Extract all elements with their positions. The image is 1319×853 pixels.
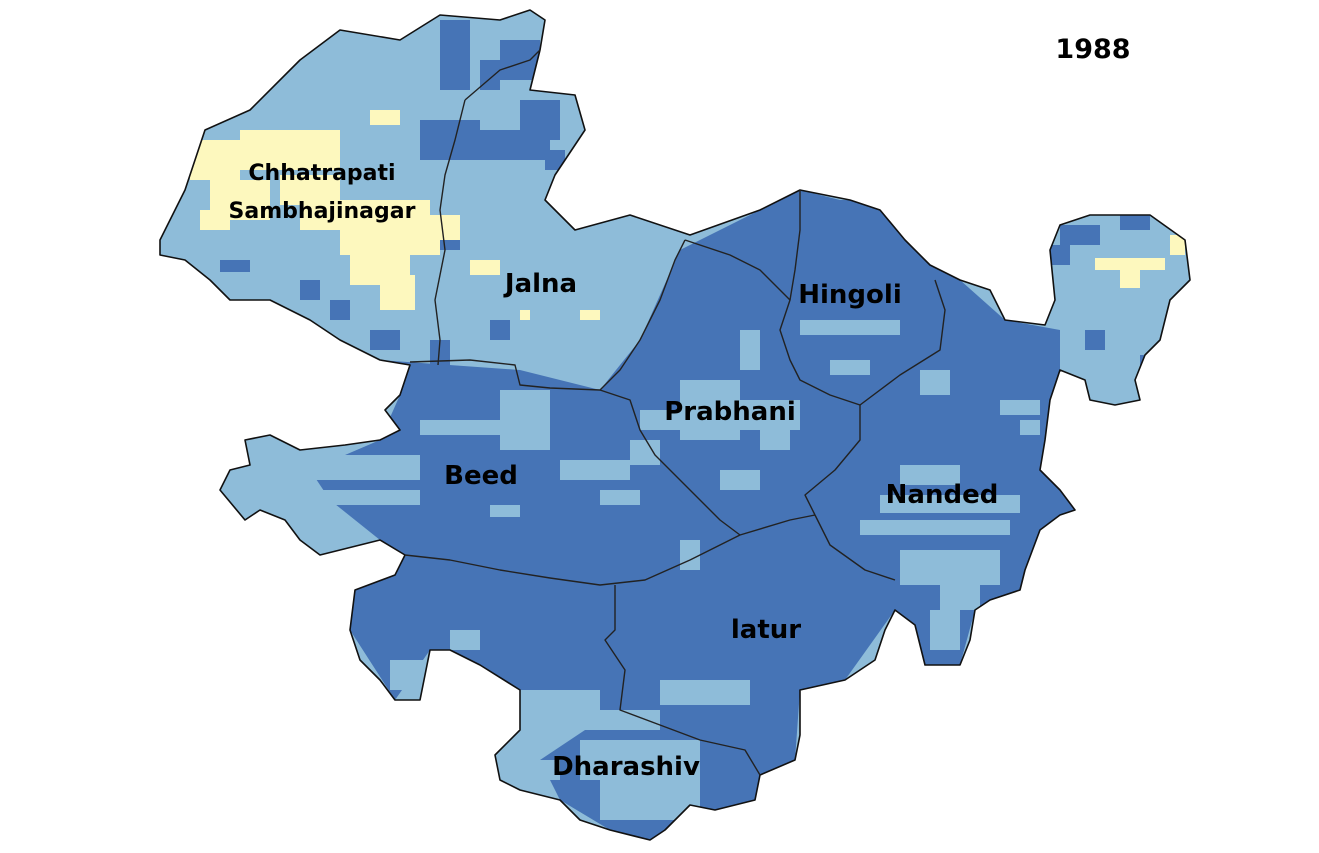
raster-patch-medium-11 [630,440,660,465]
raster-patch-medium-38 [1110,380,1130,405]
raster-patch-low-8 [430,215,460,240]
raster-patch-high-16 [1120,215,1150,230]
raster-patch-medium-35 [720,470,760,490]
raster-patch-low-10 [520,310,530,320]
label-chhatrapati-line1: Chhatrapati [248,161,395,186]
raster-patch-high-20 [490,320,510,340]
district-labels: Chhatrapati Sambhajinagar Jalna Hingoli … [229,161,999,782]
raster-patch-medium-26 [540,690,600,710]
raster-patch-medium-28 [580,740,700,780]
raster-patch-medium-33 [330,540,370,560]
raster-patch-medium-19 [930,610,960,650]
raster-patch-low-9 [470,260,500,275]
raster-patch-high-8 [300,280,320,300]
label-hingoli: Hingoli [798,280,901,310]
raster-patch-high-4 [520,100,560,140]
raster-patch-medium-22 [920,370,950,395]
raster-patch-medium-20 [1020,420,1040,435]
raster-patch-medium-5 [560,460,630,480]
raster-patch-high-6 [480,60,500,90]
raster-patch-medium-23 [760,400,790,450]
raster-patch-medium-16 [860,520,1010,535]
raster-patch-high-0 [440,20,470,90]
raster-patch-low-15 [1120,268,1140,288]
label-nanded: Nanded [886,480,999,510]
raster-patch-high-17 [1085,330,1105,350]
raster-patch-medium-2 [300,455,420,480]
raster-patch-medium-10 [640,410,680,430]
label-jalna: Jalna [503,269,577,299]
raster-patch-medium-29 [600,780,700,820]
raster-patch-medium-25 [660,680,750,705]
raster-patch-medium-17 [900,550,1000,585]
raster-patch-low-13 [200,210,230,230]
raster-patch-low-11 [580,310,600,320]
raster-patch-medium-30 [520,760,560,780]
raster-patch-medium-3 [280,490,420,505]
label-chhatrapati-line2: Sambhajinagar [229,199,416,224]
label-prabhani: Prabhani [664,397,796,427]
raster-patch-low-16 [1170,235,1185,255]
raster-patch-medium-7 [490,505,520,517]
raster-patch-low-5 [340,225,440,255]
raster-patch-high-14 [1060,225,1100,245]
district-borders [404,49,946,776]
raster-patch-low-14 [1095,258,1165,270]
raster-patch-medium-6 [600,490,640,505]
raster-patch-high-9 [330,300,350,320]
raster-patch-medium-34 [680,540,700,570]
raster-patch-high-11 [430,340,450,370]
raster-patch-medium-24 [740,330,760,370]
raster-patch-high-15 [1050,245,1070,265]
raster-patch-medium-1 [420,420,510,435]
raster-patch-medium-12 [800,320,900,335]
raster-patch-medium-4 [240,470,300,500]
raster-patch-medium-18 [940,585,980,610]
raster-patch-high-10 [370,330,400,350]
raster-patch-medium-32 [450,630,480,650]
raster-patch-high-13 [850,230,910,290]
label-dharashiv: Dharashiv [552,752,700,782]
raster-patch-medium-21 [1000,400,1040,415]
raster-patch-medium-14 [900,465,960,485]
raster-patch-medium-13 [830,360,870,375]
raster-patch-low-7 [380,275,415,310]
year-label: 1988 [1055,34,1130,65]
raster-patch-low-1 [240,130,340,170]
raster-patch-low-0 [190,140,240,180]
raster-patch-medium-15 [880,495,1020,513]
raster-patch-high-5 [545,150,565,170]
raster-patch-low-12 [370,110,400,125]
region-outline [159,9,1191,841]
label-beed: Beed [444,461,518,491]
raster-patch-high-7 [220,260,250,272]
raster-patch-high-1 [500,40,540,80]
label-latur: latur [731,615,801,645]
raster-patch-medium-31 [390,660,430,690]
